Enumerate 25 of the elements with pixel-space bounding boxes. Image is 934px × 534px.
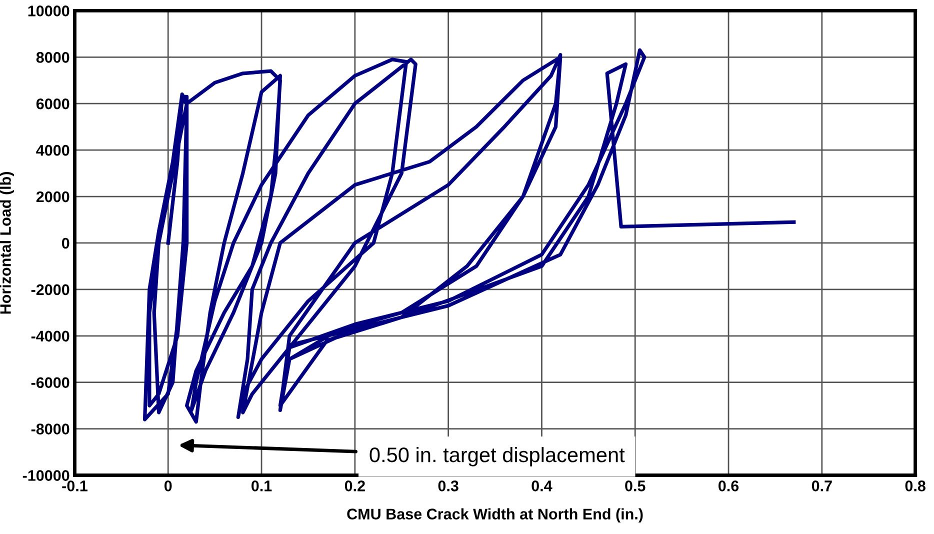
x-tick-label: -0.1: [62, 480, 88, 492]
y-tick-label: -8000: [31, 424, 70, 434]
x-tick-label: 0: [164, 480, 172, 492]
x-tick-label: 0.7: [812, 480, 832, 492]
line-series: [142, 48, 796, 424]
y-tick-label: -10000: [22, 470, 70, 481]
y-tick-label: 10000: [28, 6, 70, 16]
y-axis-title: Horizontal Load (lb): [0, 172, 14, 314]
x-tick-label: 0.6: [718, 480, 739, 492]
y-tick-label: 8000: [36, 52, 70, 63]
y-tick-label: 2000: [36, 191, 70, 202]
y-tick-label: -6000: [31, 377, 70, 388]
x-tick-label: 0.5: [625, 480, 646, 492]
y-tick-label: -2000: [31, 284, 70, 296]
x-axis-title: CMU Base Crack Width at North End (in.): [347, 508, 643, 522]
x-tick-label: 0.2: [344, 480, 365, 492]
annotation: 0.50 in. target displacement: [370, 446, 625, 466]
x-tick-label: 0.3: [438, 480, 458, 492]
x-tick-label: 0.8: [905, 480, 926, 492]
y-tick-label: 4000: [36, 144, 70, 156]
y-tick-label: 6000: [36, 98, 70, 110]
y-tick-label: -4000: [31, 330, 70, 342]
x-tick-label: 0.1: [252, 480, 272, 492]
x-tick-label: 0.4: [532, 480, 552, 492]
y-tick-label: 0: [62, 238, 70, 249]
